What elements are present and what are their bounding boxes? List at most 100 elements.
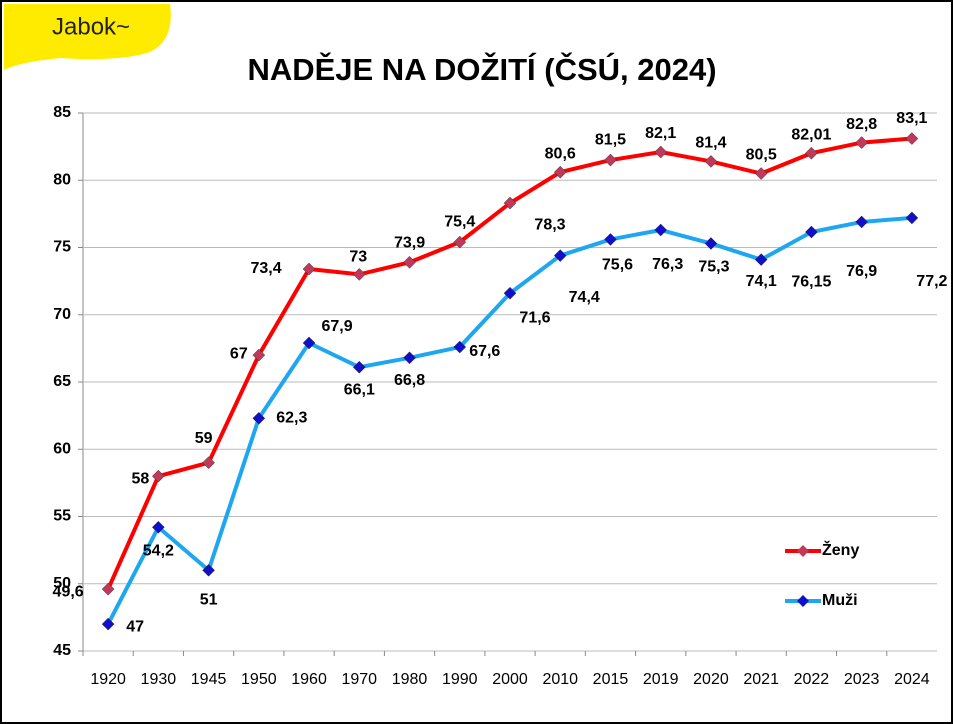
x-tick-label: 1980 bbox=[392, 671, 428, 688]
data-label: 77,2 bbox=[916, 273, 947, 290]
marker bbox=[453, 340, 467, 354]
marker bbox=[101, 617, 115, 631]
data-label: 67 bbox=[230, 345, 248, 362]
data-label: 75,6 bbox=[602, 257, 633, 274]
marker bbox=[654, 223, 668, 237]
data-label: 76,3 bbox=[652, 256, 683, 273]
marker bbox=[905, 211, 919, 225]
marker bbox=[403, 351, 416, 365]
x-tick-label: 1960 bbox=[291, 671, 327, 688]
y-tick-label: 50 bbox=[53, 575, 71, 592]
marker bbox=[503, 286, 517, 300]
chart-title: NADĚJE NA DOŽITÍ (ČSÚ, 2024) bbox=[247, 51, 716, 87]
marker bbox=[302, 336, 316, 350]
x-tick-label: 1930 bbox=[141, 671, 177, 688]
y-tick-label: 60 bbox=[53, 440, 71, 457]
data-label: 75,3 bbox=[698, 259, 729, 276]
marker bbox=[905, 132, 919, 145]
marker bbox=[604, 233, 617, 246]
marker bbox=[704, 155, 718, 168]
data-label: 74,4 bbox=[569, 289, 600, 306]
x-tick-label: 2022 bbox=[794, 671, 830, 688]
data-label: 81,4 bbox=[695, 135, 726, 152]
x-tick-label: 1990 bbox=[442, 671, 478, 688]
data-label: 58 bbox=[131, 470, 149, 487]
data-label: 51 bbox=[200, 592, 218, 609]
marker bbox=[654, 145, 668, 159]
legend-label: Muži bbox=[822, 592, 858, 609]
data-label: 66,1 bbox=[344, 381, 375, 398]
marker bbox=[553, 165, 567, 179]
data-label: 47 bbox=[126, 618, 144, 635]
data-label: 80,5 bbox=[746, 147, 777, 164]
y-tick-label: 55 bbox=[53, 508, 71, 525]
data-label: 82,8 bbox=[846, 116, 877, 133]
logo-blob bbox=[4, 4, 171, 70]
marker bbox=[604, 153, 617, 167]
legend-marker bbox=[797, 545, 809, 557]
data-label: 73,4 bbox=[250, 260, 281, 277]
y-tick-label: 65 bbox=[53, 373, 71, 390]
marker bbox=[202, 456, 215, 470]
marker bbox=[352, 360, 366, 374]
data-label: 73 bbox=[349, 249, 367, 266]
data-label: 49,6 bbox=[53, 583, 84, 600]
data-label: 83,1 bbox=[896, 110, 927, 127]
marker bbox=[704, 237, 718, 250]
marker bbox=[754, 167, 768, 180]
marker bbox=[252, 348, 266, 362]
x-tick-label: 2015 bbox=[593, 671, 629, 688]
data-label: 67,6 bbox=[469, 343, 500, 360]
x-tick-label: 2024 bbox=[894, 671, 930, 688]
marker bbox=[855, 215, 869, 229]
x-tick-label: 1970 bbox=[341, 671, 377, 688]
data-label: 54,2 bbox=[143, 542, 174, 559]
data-label: 75,4 bbox=[444, 213, 475, 230]
data-label: 59 bbox=[195, 430, 213, 447]
data-label: 62,3 bbox=[276, 410, 307, 427]
x-tick-label: 1950 bbox=[241, 671, 277, 688]
data-label: 76,15 bbox=[791, 273, 831, 290]
x-tick-label: 2019 bbox=[643, 671, 679, 688]
x-tick-label: 2023 bbox=[844, 671, 880, 688]
x-tick-label: 2021 bbox=[743, 671, 779, 688]
marker bbox=[252, 411, 266, 425]
y-tick-label: 75 bbox=[53, 239, 71, 256]
marker bbox=[151, 469, 165, 483]
data-label: 66,8 bbox=[394, 372, 425, 389]
y-tick-label: 70 bbox=[53, 306, 71, 323]
x-tick-label: 1945 bbox=[191, 671, 227, 688]
marker bbox=[403, 255, 416, 269]
marker bbox=[202, 563, 215, 577]
data-label: 74,1 bbox=[746, 273, 777, 290]
data-label: 80,6 bbox=[545, 145, 576, 162]
marker bbox=[754, 253, 768, 266]
marker bbox=[302, 262, 316, 276]
x-tick-label: 2020 bbox=[693, 671, 729, 688]
marker bbox=[151, 520, 165, 534]
y-tick-label: 80 bbox=[53, 171, 71, 188]
marker bbox=[101, 582, 115, 596]
marker bbox=[352, 268, 366, 281]
x-tick-label: 2010 bbox=[542, 671, 578, 688]
data-label: 76,9 bbox=[846, 263, 877, 280]
marker bbox=[503, 196, 517, 210]
y-tick-label: 45 bbox=[53, 642, 71, 659]
x-tick-label: 2000 bbox=[492, 671, 528, 688]
data-label: 82,1 bbox=[645, 125, 676, 142]
data-label: 67,9 bbox=[321, 318, 352, 335]
data-label: 82,01 bbox=[791, 126, 831, 143]
data-label: 81,5 bbox=[595, 131, 626, 148]
x-tick-label: 1920 bbox=[90, 671, 126, 688]
data-label: 71,6 bbox=[519, 309, 550, 326]
logo: Jabok~ bbox=[52, 13, 130, 40]
data-label: 73,9 bbox=[394, 235, 425, 252]
legend-label: Ženy bbox=[822, 540, 859, 559]
marker bbox=[453, 235, 467, 249]
data-label: 78,3 bbox=[534, 216, 565, 233]
marker bbox=[855, 136, 869, 149]
legend-marker bbox=[797, 595, 809, 607]
marker bbox=[805, 225, 818, 239]
